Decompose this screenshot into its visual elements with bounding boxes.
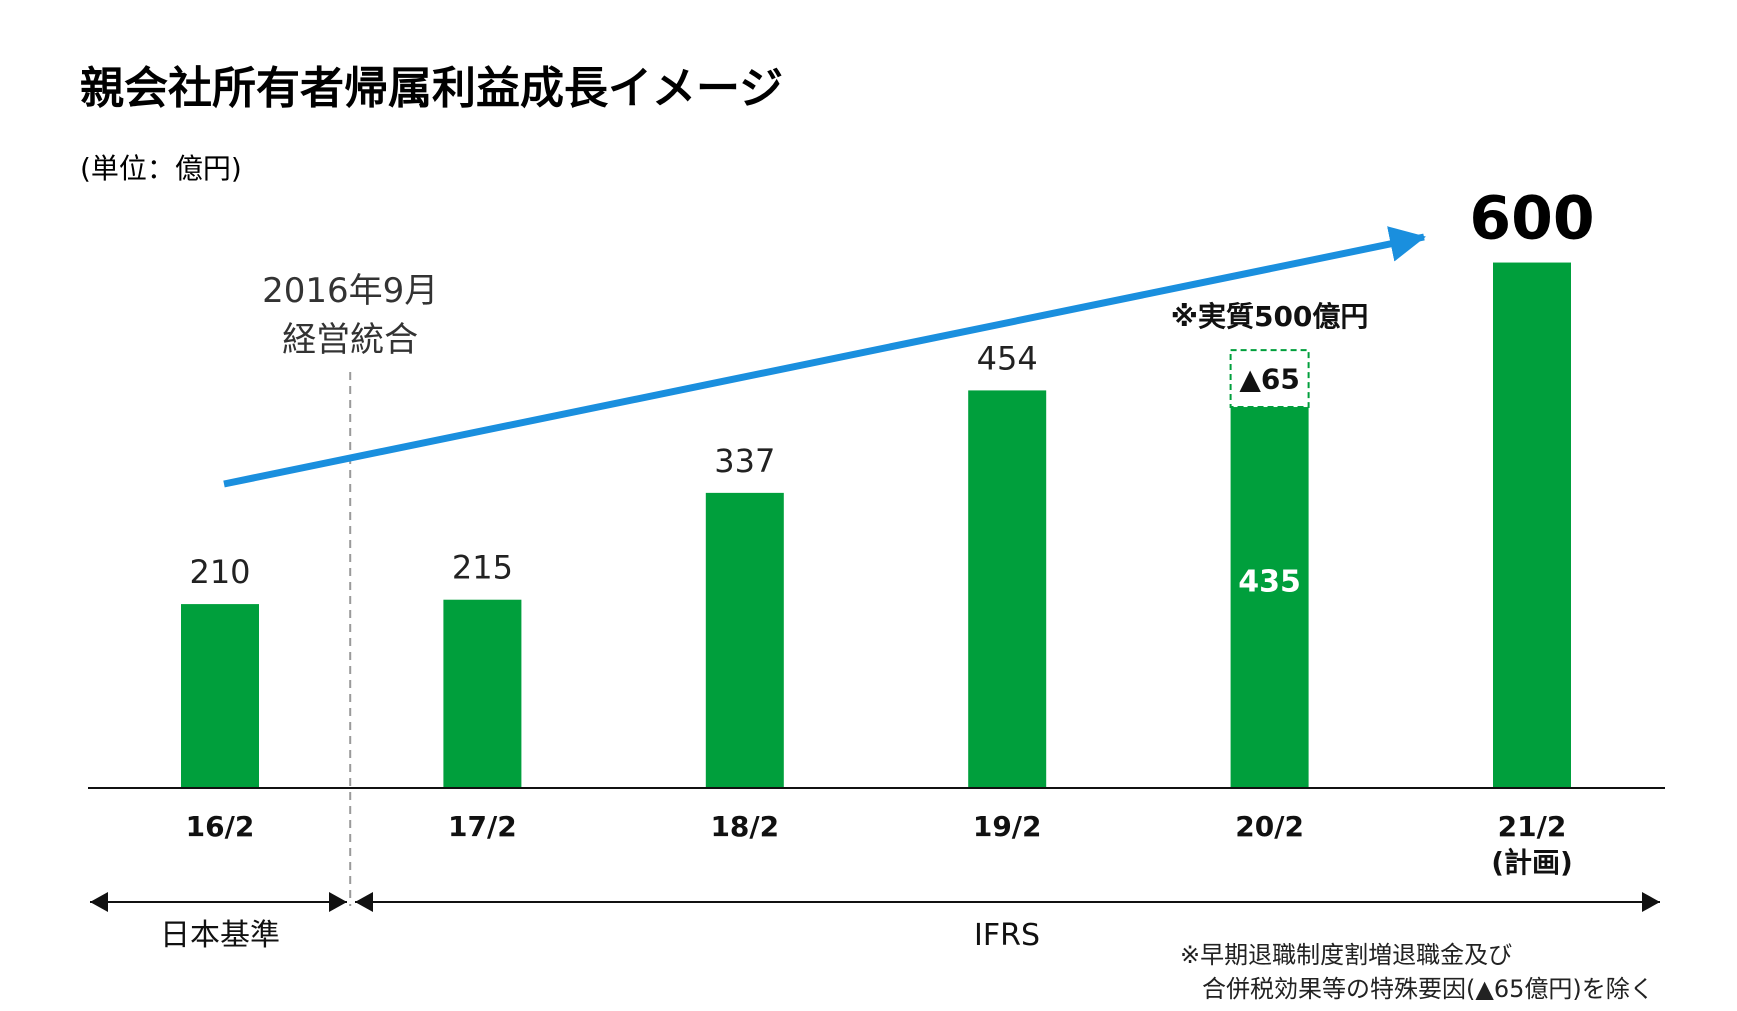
- footnote-line-2: 合併税効果等の特殊要因(▲65億円)を除く: [1202, 975, 1654, 1003]
- bar-value-label-19/2: 454: [977, 339, 1038, 377]
- trend-arrow-line: [223, 226, 1426, 488]
- bar-value-labels: 210 215 337 454 435 600 ▲65 ※実質500億円: [189, 184, 1594, 600]
- unit-label: (単位：億円): [80, 152, 242, 185]
- bar-series: [181, 262, 1571, 789]
- period-label-1: 日本基準: [160, 918, 280, 953]
- bar-18/2: [705, 492, 784, 788]
- period-label-2: IFRS: [974, 918, 1040, 953]
- bar-17/2: [443, 599, 522, 788]
- x-tick-label-16/2: 16/2: [186, 810, 255, 843]
- x-tick-label-19/2: 19/2: [973, 810, 1042, 843]
- x-tick-label-20/2: 20/2: [1235, 810, 1304, 843]
- trend-arrow: [223, 226, 1426, 488]
- bar-value-label-17/2: 215: [452, 549, 513, 587]
- adjustment-annotation: ※実質500億円: [1171, 300, 1369, 333]
- footnote-line-1: ※早期退職制度割増退職金及び: [1180, 941, 1512, 969]
- bar-20/2: [1230, 407, 1309, 788]
- bar-value-label-21/2: 600: [1469, 184, 1594, 254]
- bar-value-label-20/2: 435: [1238, 565, 1301, 600]
- chart-title: 親会社所有者帰属利益成長イメージ: [80, 63, 783, 114]
- x-tick-label-21/2: 21/2: [1498, 810, 1567, 843]
- x-tick-label-18/2: 18/2: [710, 810, 779, 843]
- x-axis-tick-labels: 16/2 17/2 18/2 19/2 20/2 21/2(計画): [186, 810, 1573, 879]
- adjustment-box: [1229, 349, 1310, 409]
- merger-label-line-1: 2016年9月: [262, 271, 438, 311]
- adjustment-label: ▲65: [1239, 363, 1300, 396]
- x-tick-label-17/2: 17/2: [448, 810, 517, 843]
- x-tick-sublabel-21/2: (計画): [1491, 846, 1573, 879]
- period-brackets: 日本基準 IFRS: [90, 892, 1660, 953]
- merger-label-line-2: 経営統合: [282, 320, 418, 360]
- bar-16/2: [181, 604, 259, 788]
- bar-value-label-16/2: 210: [189, 553, 250, 591]
- bar-19/2: [968, 390, 1047, 788]
- bar-value-label-18/2: 337: [714, 442, 775, 480]
- bar-21/2: [1493, 262, 1571, 789]
